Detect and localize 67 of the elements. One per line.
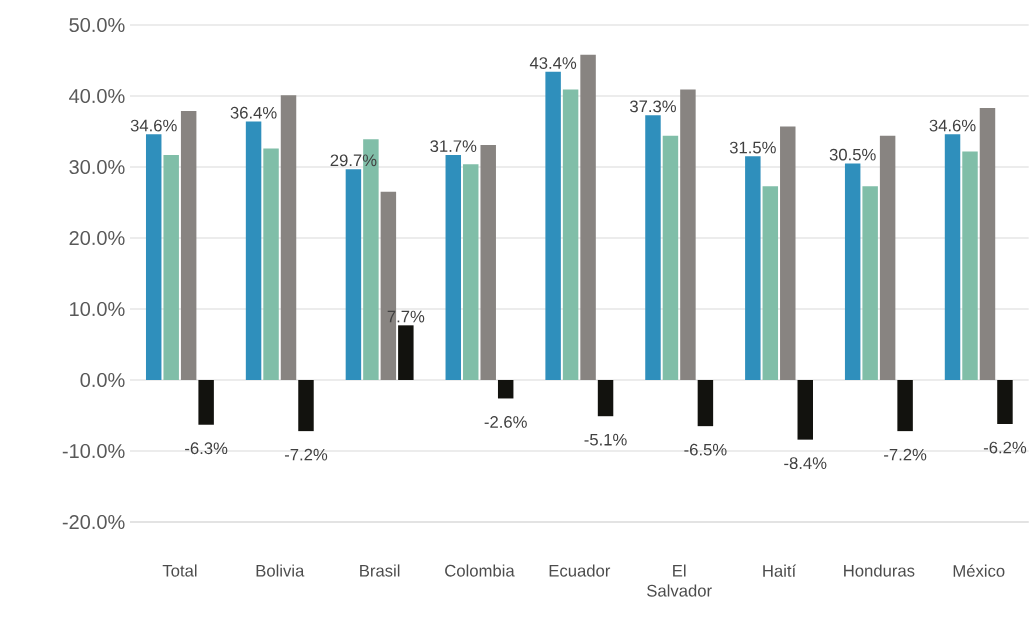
bar (198, 380, 214, 425)
bar (780, 126, 796, 381)
bar (879, 135, 896, 381)
bar (745, 156, 761, 381)
data-label: -6.5% (684, 443, 727, 456)
x-tick-label: Bolivia (256, 564, 305, 577)
bar (263, 148, 279, 381)
bar (562, 89, 579, 381)
y-tick-label: 10.0% (70, 301, 125, 317)
bar (962, 151, 978, 381)
y-tick-label: 20.0% (69, 230, 125, 246)
bar (180, 110, 197, 381)
data-label: 31.7% (430, 140, 477, 153)
bar (680, 89, 696, 381)
x-tick-label: Ecuador (549, 564, 611, 577)
x-tick-label: El Salvador (647, 564, 712, 597)
data-label: -6.2% (983, 441, 1027, 454)
data-label: 34.6% (130, 119, 177, 132)
bar (597, 380, 614, 417)
bar (997, 380, 1013, 425)
x-tick-label: Colombia (445, 564, 515, 577)
bar (398, 325, 414, 381)
data-label: 31.5% (729, 141, 776, 154)
x-tick-label: Honduras (844, 564, 915, 577)
data-label: -5.1% (584, 433, 627, 446)
bar (497, 380, 514, 399)
bar (163, 154, 179, 381)
x-tick-label: Brasil (360, 564, 400, 577)
bar (844, 163, 861, 381)
bar (145, 134, 162, 381)
data-label: -6.3% (185, 442, 228, 455)
y-tick-label: 30.0% (69, 159, 125, 175)
bar (897, 380, 913, 432)
bar (662, 135, 679, 381)
data-label: -2.6% (484, 416, 527, 428)
data-label: -7.2% (284, 448, 328, 461)
y-tick-label: 0.0% (80, 372, 125, 388)
y-tick-label: 50.0% (69, 17, 125, 33)
bar (545, 71, 561, 381)
bar (645, 115, 661, 381)
bar (463, 164, 479, 381)
x-tick-label: México (953, 564, 1005, 577)
bar (445, 154, 462, 381)
bar (280, 95, 297, 381)
data-label: 30.5% (829, 148, 876, 161)
bar (298, 380, 314, 432)
data-label: 43.4% (529, 57, 577, 69)
bar (944, 134, 961, 381)
x-tick-label: Total (162, 564, 197, 577)
bar (862, 186, 878, 381)
y-tick-label: -20.0% (62, 514, 125, 530)
bar (245, 121, 262, 381)
bar (345, 169, 362, 381)
data-label: 36.4% (230, 106, 277, 119)
x-tick-label: Haití (763, 564, 797, 577)
data-label: 34.6% (929, 119, 976, 132)
bar (797, 380, 813, 440)
bar (480, 145, 496, 381)
data-label: 37.3% (629, 100, 676, 113)
data-label: -8.4% (784, 457, 827, 470)
bar (580, 54, 596, 381)
y-tick-label: 40.0% (69, 88, 125, 104)
y-tick-label: -10.0% (62, 443, 125, 459)
bar (697, 380, 714, 427)
bar (762, 186, 779, 381)
bar (979, 108, 996, 381)
data-label: -7.2% (884, 448, 927, 461)
